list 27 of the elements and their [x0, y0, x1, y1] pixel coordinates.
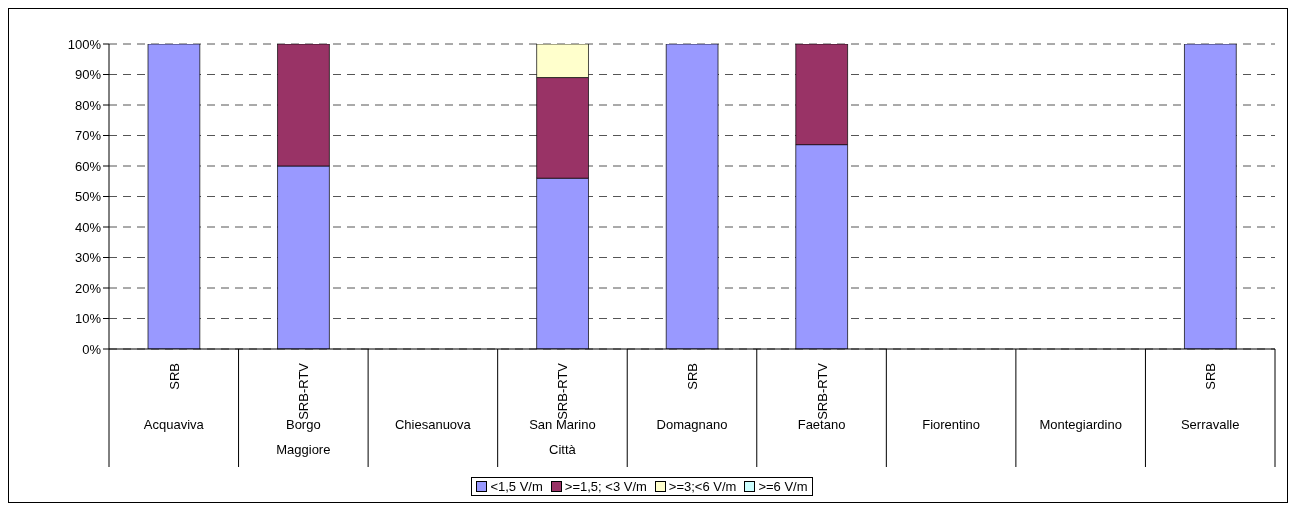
- y-tick-label: 70%: [74, 128, 102, 144]
- x-tick-label: Domagnano: [656, 417, 728, 432]
- text: SRB-RTV: [555, 362, 571, 420]
- x-tick-label: Fiorentino: [922, 417, 981, 432]
- y-tick-label: 60%: [74, 158, 102, 174]
- y-tick-label: 40%: [74, 219, 102, 235]
- y-tick-label: 50%: [74, 189, 102, 205]
- legend-label: <1,5 V/m: [489, 479, 543, 494]
- x-tick-label: Serravalle: [1180, 417, 1240, 432]
- legend-label: >=3;<6 V/m: [667, 479, 737, 494]
- y-tick-label: 20%: [74, 280, 102, 296]
- y-tick-label: 100%: [67, 36, 102, 52]
- text: SRB: [1203, 363, 1219, 390]
- y-tick-label: 90%: [74, 67, 102, 83]
- x-tick-label: Chiesanuova: [394, 417, 472, 432]
- y-tick-label: 10%: [74, 311, 102, 327]
- legend-label: >=6 V/m: [757, 479, 808, 494]
- legend-label: >=1,5; <3 V/m: [563, 479, 647, 494]
- y-tick-label: 30%: [74, 250, 102, 266]
- text: SRB-RTV: [296, 362, 312, 420]
- x-tick-label: Acquaviva: [143, 417, 205, 432]
- text: SRB: [166, 363, 182, 390]
- y-tick-label: 0%: [82, 341, 102, 357]
- text: SRB-RTV: [814, 362, 830, 420]
- y-tick-label: 80%: [74, 97, 102, 113]
- text: SRB: [685, 363, 700, 390]
- x-tick-label: Montegiardino: [1039, 417, 1122, 432]
